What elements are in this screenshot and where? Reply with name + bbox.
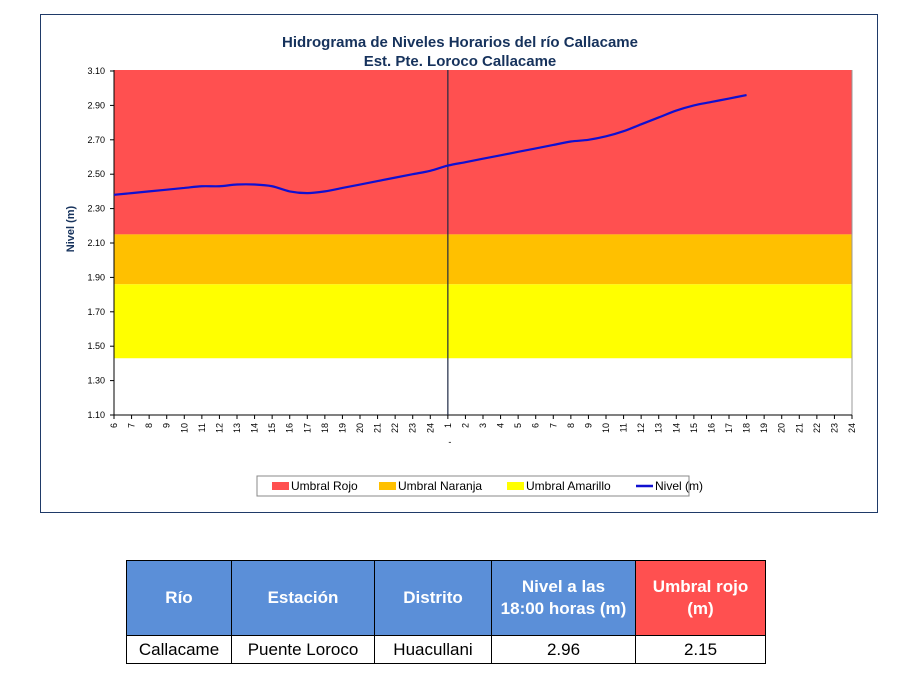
- x-tick-label: 23: [829, 423, 839, 433]
- x-tick-label: 23: [408, 423, 418, 433]
- chart-subtitle: Est. Pte. Loroco Callacame: [364, 53, 557, 70]
- x-tick-label: 4: [496, 423, 506, 428]
- x-tick-label: 18: [742, 423, 752, 433]
- x-tick-label: 2: [460, 423, 470, 428]
- x-tick-label: 9: [162, 423, 172, 428]
- x-tick-label: 16: [285, 423, 295, 433]
- header-rio: Río: [126, 560, 232, 636]
- x-tick-label: 7: [548, 423, 558, 428]
- y-tick-label: 2.70: [87, 135, 105, 145]
- header-nivel: Nivel a las 18:00 horas (m): [491, 560, 636, 636]
- x-tick-label: 14: [250, 423, 260, 433]
- band-umbral-rojo: [114, 70, 852, 235]
- y-tick-label: 1.50: [87, 341, 105, 351]
- series-line-nivel: [113, 94, 747, 196]
- hydrograph-chart: Hidrograma de Niveles Horarios del río C…: [40, 14, 878, 513]
- chart-title: Hidrograma de Niveles Horarios del río C…: [282, 34, 638, 51]
- y-tick-label: 1.90: [87, 272, 105, 282]
- chart-canvas: Hidrograma de Niveles Horarios del río C…: [65, 34, 857, 497]
- x-tick-label: 8: [144, 423, 154, 428]
- x-tick-label: 18: [320, 423, 330, 433]
- x-tick-label: 7: [127, 423, 137, 428]
- x-tick-label: 11: [619, 423, 629, 432]
- x-tick-label: 24: [847, 423, 857, 433]
- x-tick-label: 19: [759, 423, 769, 433]
- x-tick-label: 21: [794, 423, 804, 433]
- cell-distrito: Huacullani: [374, 635, 492, 664]
- x-tick-label: 14: [671, 423, 681, 433]
- x-tick-label: 3: [478, 423, 488, 428]
- x-tick-label: 12: [636, 423, 646, 433]
- x-tick-label: 13: [654, 423, 664, 433]
- x-tick-label: 9: [583, 423, 593, 428]
- legend-label-nivel-m: Nivel (m): [655, 479, 703, 493]
- legend-swatch-umbral-naranja: [379, 482, 396, 490]
- x-tick-label: 10: [179, 423, 189, 433]
- y-axis-label: Nivel (m): [65, 205, 77, 252]
- x-tick-label: 5: [513, 423, 523, 428]
- x-tick-label: 21: [373, 423, 383, 433]
- y-tick-label: 1.10: [87, 410, 105, 420]
- y-tick-label: 2.50: [87, 169, 105, 179]
- x-tick-label: 8: [566, 423, 576, 428]
- table-header-row: Río Estación Distrito Nivel a las 18:00 …: [126, 560, 766, 636]
- x-tick-label: 17: [724, 423, 734, 433]
- y-tick-label: 1.70: [87, 307, 105, 317]
- x-tick-label: 20: [355, 423, 365, 433]
- x-tick-label: 22: [812, 423, 822, 433]
- x-tick-label: 11: [197, 423, 207, 432]
- x-tick-label: 10: [601, 423, 611, 433]
- cell-nivel: 2.96: [491, 635, 636, 664]
- x-tick-label: 20: [777, 423, 787, 433]
- y-tick-label: 1.30: [87, 376, 105, 386]
- day-separator-label: -: [448, 437, 451, 447]
- cell-rio: Callacame: [126, 635, 232, 664]
- cell-estacion: Puente Loroco: [231, 635, 375, 664]
- x-tick-label: 17: [302, 423, 312, 433]
- cell-umbral-rojo: 2.15: [635, 635, 766, 664]
- x-tick-label: 19: [337, 423, 347, 433]
- header-umbral-rojo: Umbral rojo (m): [635, 560, 766, 636]
- y-tick-label: 2.30: [87, 204, 105, 214]
- legend-swatch-umbral-rojo: [272, 482, 289, 490]
- header-distrito: Distrito: [374, 560, 492, 636]
- x-tick-label: 15: [267, 423, 277, 433]
- legend-label-umbral-amarillo: Umbral Amarillo: [526, 479, 611, 493]
- x-tick-label: 6: [109, 423, 119, 428]
- y-tick-label: 3.10: [87, 66, 105, 76]
- y-tick-label: 2.10: [87, 238, 105, 248]
- level-summary-table: Río Estación Distrito Nivel a las 18:00 …: [126, 560, 766, 664]
- legend-label-umbral-rojo: Umbral Rojo: [291, 479, 358, 493]
- x-tick-label: 12: [214, 423, 224, 433]
- header-estacion: Estación: [231, 560, 375, 636]
- band-umbral-naranja: [114, 234, 852, 285]
- x-tick-label: 15: [689, 423, 699, 433]
- x-tick-label: 13: [232, 423, 242, 433]
- legend-swatch-umbral-amarillo: [507, 482, 524, 490]
- x-tick-label: 16: [706, 423, 716, 433]
- y-tick-label: 2.90: [87, 100, 105, 110]
- legend-label-umbral-naranja: Umbral Naranja: [398, 479, 482, 493]
- x-tick-label: 1: [443, 423, 453, 428]
- x-tick-label: 22: [390, 423, 400, 433]
- x-tick-label: 24: [425, 423, 435, 433]
- legend-box: [256, 475, 690, 497]
- x-tick-label: 6: [531, 423, 541, 428]
- band-umbral-amarillo: [114, 284, 852, 359]
- table-row: Callacame Puente Loroco Huacullani 2.96 …: [126, 635, 766, 664]
